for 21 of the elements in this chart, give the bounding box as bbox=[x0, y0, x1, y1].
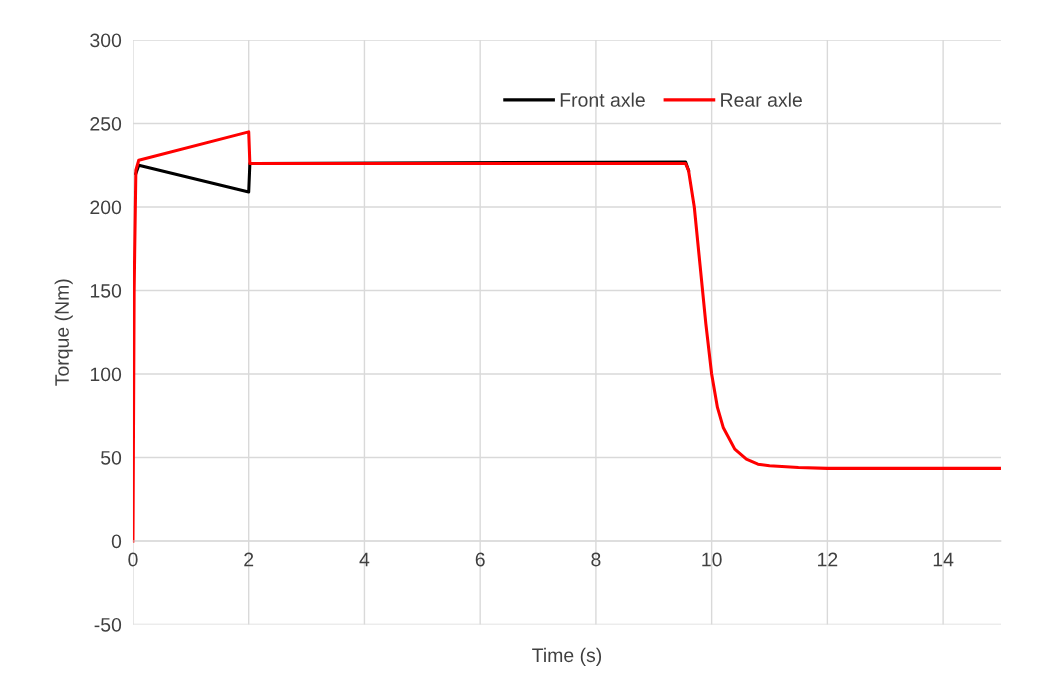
y-tick-label: 250 bbox=[90, 116, 122, 131]
y-tick-label: 200 bbox=[90, 200, 122, 215]
x-axis-title: Time (s) bbox=[532, 647, 602, 666]
line-series bbox=[132, 130, 1001, 543]
y-tick-label: 150 bbox=[90, 283, 122, 298]
x-tick-label: 10 bbox=[702, 552, 722, 567]
x-tick-label: 6 bbox=[475, 552, 485, 567]
y-tick-label: -50 bbox=[94, 617, 122, 632]
x-tick-label: 4 bbox=[359, 552, 370, 567]
x-tick-label: 0 bbox=[128, 552, 138, 567]
x-tick-label: 2 bbox=[244, 552, 254, 567]
legend-label: Front axle bbox=[560, 92, 645, 107]
legend-label: Rear axle bbox=[721, 92, 802, 107]
y-tick-label: 100 bbox=[90, 367, 122, 382]
y-tick-label: 50 bbox=[101, 450, 122, 465]
x-tick-label: 14 bbox=[933, 552, 954, 567]
x-tick-label: 12 bbox=[818, 552, 838, 567]
y-axis-title: Torque (Nm) bbox=[54, 279, 73, 386]
x-tick-label: 8 bbox=[591, 552, 601, 567]
y-tick-label: 300 bbox=[90, 33, 122, 48]
y-tick-label: 0 bbox=[111, 534, 122, 549]
